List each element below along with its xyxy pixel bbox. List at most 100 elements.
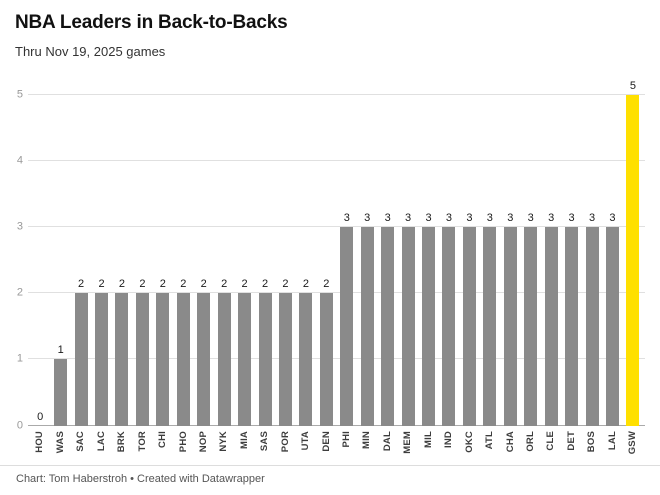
x-axis-label-text: LAC <box>95 430 107 451</box>
x-axis-label-bos: BOS <box>582 431 602 465</box>
bar-atl <box>483 227 497 426</box>
bar-value-label: 3 <box>405 212 412 225</box>
bar-column-mil: 3 <box>418 95 438 426</box>
x-axis-label-text: TOR <box>136 430 148 452</box>
x-axis-label-chi: CHI <box>153 431 173 465</box>
bar-mil <box>422 227 436 426</box>
bar-value-label: 2 <box>180 278 187 291</box>
bar-value-label: 3 <box>384 212 391 225</box>
x-axis-label-orl: ORL <box>521 431 541 465</box>
x-axis-label-text: CLE <box>545 430 557 451</box>
x-axis-label-text: MIL <box>422 430 434 448</box>
x-axis-label-text: BOS <box>586 430 598 452</box>
x-axis-label-text: GSW <box>627 430 639 454</box>
bar-column-min: 3 <box>357 95 377 426</box>
y-axis-tick-label: 2 <box>16 286 23 299</box>
bar-cha <box>503 227 517 426</box>
bar-bos <box>585 227 599 426</box>
x-axis-label-mem: MEM <box>398 431 418 465</box>
x-axis-label-tor: TOR <box>132 431 152 465</box>
bar-value-label: 3 <box>588 212 596 225</box>
x-axis-label-brk: BRK <box>112 431 132 465</box>
bar-value-label: 2 <box>159 278 166 291</box>
x-axis-label-text: IND <box>443 430 455 448</box>
bar-det <box>565 227 579 426</box>
x-axis-label-text: LAL <box>606 430 618 450</box>
x-axis-label-min: MIN <box>357 431 377 465</box>
y-axis-tick-label: 1 <box>16 352 23 365</box>
bar-orl <box>524 227 538 426</box>
bar-brk <box>115 293 129 426</box>
bar-column-pho: 2 <box>173 95 193 426</box>
bar-sac <box>74 293 88 426</box>
bar-column-okc: 3 <box>459 95 479 426</box>
bar-column-por: 2 <box>275 95 295 426</box>
bar-value-label: 3 <box>425 212 432 225</box>
x-axis-label-text: NOP <box>197 430 209 452</box>
gridline-5 <box>28 94 645 95</box>
bar-column-cha: 3 <box>500 95 520 426</box>
x-axis-label-text: CHI <box>157 430 169 448</box>
bar-value-label: 2 <box>78 278 85 291</box>
x-axis-label-text: MIN <box>361 430 373 449</box>
bar-column-nop: 2 <box>194 95 214 426</box>
chart-footer: Chart: Tom Haberstroh • Created with Dat… <box>0 465 660 495</box>
y-axis-tick-label: 4 <box>16 154 23 167</box>
gridline-2 <box>28 292 645 294</box>
bar-min <box>360 227 374 426</box>
bar-value-label: 2 <box>118 278 126 291</box>
bar-tor <box>135 293 149 426</box>
bar-value-label: 2 <box>241 278 248 291</box>
x-axis-label-mil: MIL <box>418 431 438 465</box>
credit-text: Chart: Tom Haberstroh • Created with Dat… <box>16 473 265 485</box>
x-axis-label-text: NYK <box>218 430 230 452</box>
x-axis-label-nyk: NYK <box>214 431 234 465</box>
gridline-1 <box>28 358 645 360</box>
x-axis-label-cle: CLE <box>541 431 561 465</box>
bar-ind <box>442 227 456 426</box>
x-axis-label-lac: LAC <box>91 431 111 465</box>
x-axis-label-text: CHA <box>504 430 516 452</box>
bar-value-label: 3 <box>548 212 555 225</box>
bar-value-label: 3 <box>568 212 575 225</box>
bar-column-tor: 2 <box>132 95 152 426</box>
bar-column-cle: 3 <box>541 95 561 426</box>
bar-column-nyk: 2 <box>214 95 234 426</box>
bar-value-label: 2 <box>98 278 105 291</box>
gridline-4 <box>28 160 645 162</box>
bar-lal <box>605 227 619 426</box>
bar-gsw <box>626 95 640 426</box>
x-axis-label-uta: UTA <box>296 431 316 465</box>
bar-value-label: 2 <box>282 278 289 291</box>
bar-column-lal: 3 <box>602 95 622 426</box>
bar-column-orl: 3 <box>521 95 541 426</box>
bar-column-dal: 3 <box>377 95 397 426</box>
x-axis-label-text: OKC <box>463 430 475 453</box>
bar-chi <box>156 293 170 426</box>
y-axis-tick-label: 0 <box>16 419 23 432</box>
bar-dal <box>381 227 395 426</box>
x-axis-label-text: UTA <box>300 430 312 450</box>
x-axis-label-atl: ATL <box>480 431 500 465</box>
x-axis-label-text: HOU <box>34 430 46 453</box>
x-axis-label-pho: PHO <box>173 431 193 465</box>
x-axis-label-lal: LAL <box>602 431 622 465</box>
bar-value-label: 2 <box>200 278 207 291</box>
x-axis-label-was: WAS <box>50 431 70 465</box>
x-axis-label-text: PHI <box>341 430 353 447</box>
bar-column-det: 3 <box>561 95 581 426</box>
bar-pho <box>176 293 190 426</box>
x-axis-label-nop: NOP <box>194 431 214 465</box>
bar-column-hou: 0 <box>30 95 50 426</box>
x-axis-label-text: SAS <box>259 430 271 451</box>
x-axis-label-den: DEN <box>316 431 336 465</box>
bar-phi <box>340 227 354 426</box>
bar-nyk <box>217 293 231 426</box>
x-axis-label-phi: PHI <box>337 431 357 465</box>
x-axis-label-text: MEM <box>402 430 414 454</box>
bar-column-uta: 2 <box>296 95 316 426</box>
x-axis-label-text: BRK <box>116 430 128 452</box>
bar-column-phi: 3 <box>337 95 357 426</box>
bar-por <box>278 293 292 426</box>
